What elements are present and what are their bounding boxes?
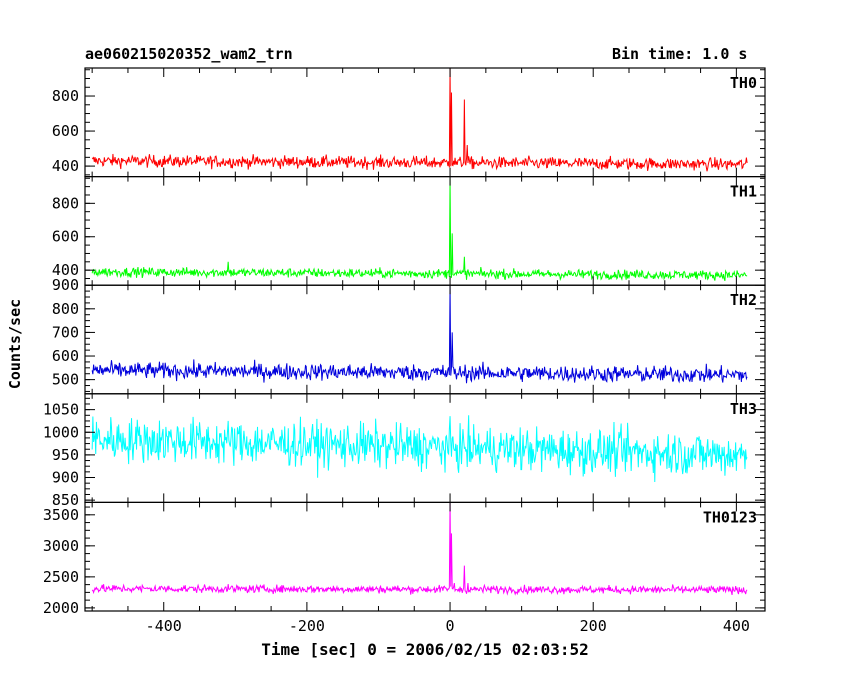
x-axis-label: Time [sec] 0 = 2006/02/15 02:03:52 (261, 640, 589, 659)
panel-label-th0: TH0 (730, 74, 757, 92)
series-line-th0 (91, 67, 748, 172)
x-tick-label: 0 (446, 617, 455, 635)
y-tick-label: 400 (52, 261, 79, 279)
panel-label-th0123: TH0123 (703, 508, 757, 526)
series-line-th2 (91, 285, 748, 384)
y-tick-label: 800 (52, 87, 79, 105)
y-tick-label: 900 (52, 276, 79, 294)
x-tick-label: 400 (723, 617, 750, 635)
y-tick-label: 400 (52, 157, 79, 175)
y-tick-label: 900 (52, 469, 79, 487)
y-tick-label: 600 (52, 122, 79, 140)
y-tick-label: 3000 (43, 537, 79, 555)
series-line-th3 (91, 415, 748, 483)
bin-time-label: Bin time: 1.0 s (612, 45, 748, 63)
y-tick-label: 2500 (43, 568, 79, 586)
x-tick-label: 200 (580, 617, 607, 635)
y-axis-label: Counts/sec (6, 298, 24, 390)
y-tick-label: 1050 (43, 401, 79, 419)
x-tick-label: -400 (146, 617, 182, 635)
y-tick-label: 600 (52, 347, 79, 365)
panel-label-th2: TH2 (730, 291, 757, 309)
y-tick-label: 600 (52, 228, 79, 246)
y-tick-label: 1000 (43, 423, 79, 441)
y-tick-label: 950 (52, 446, 79, 464)
series-line-th0123 (91, 502, 748, 596)
panel-label-th1: TH1 (730, 183, 757, 201)
chart-title: ae060215020352_wam2_trn (85, 45, 293, 63)
panel-frame-th0123 (84, 501, 766, 612)
y-tick-label: 800 (52, 194, 79, 212)
y-tick-label: 2000 (43, 599, 79, 617)
x-tick-label: -200 (289, 617, 325, 635)
series-line-th1 (91, 178, 748, 282)
panel-label-th3: TH3 (730, 400, 757, 418)
y-tick-label: 700 (52, 323, 79, 341)
y-tick-label: 3500 (43, 506, 79, 524)
y-tick-label: 850 (52, 491, 79, 509)
panel-frame-th3 (84, 393, 766, 503)
y-tick-label: 500 (52, 371, 79, 389)
y-tick-label: 800 (52, 300, 79, 318)
